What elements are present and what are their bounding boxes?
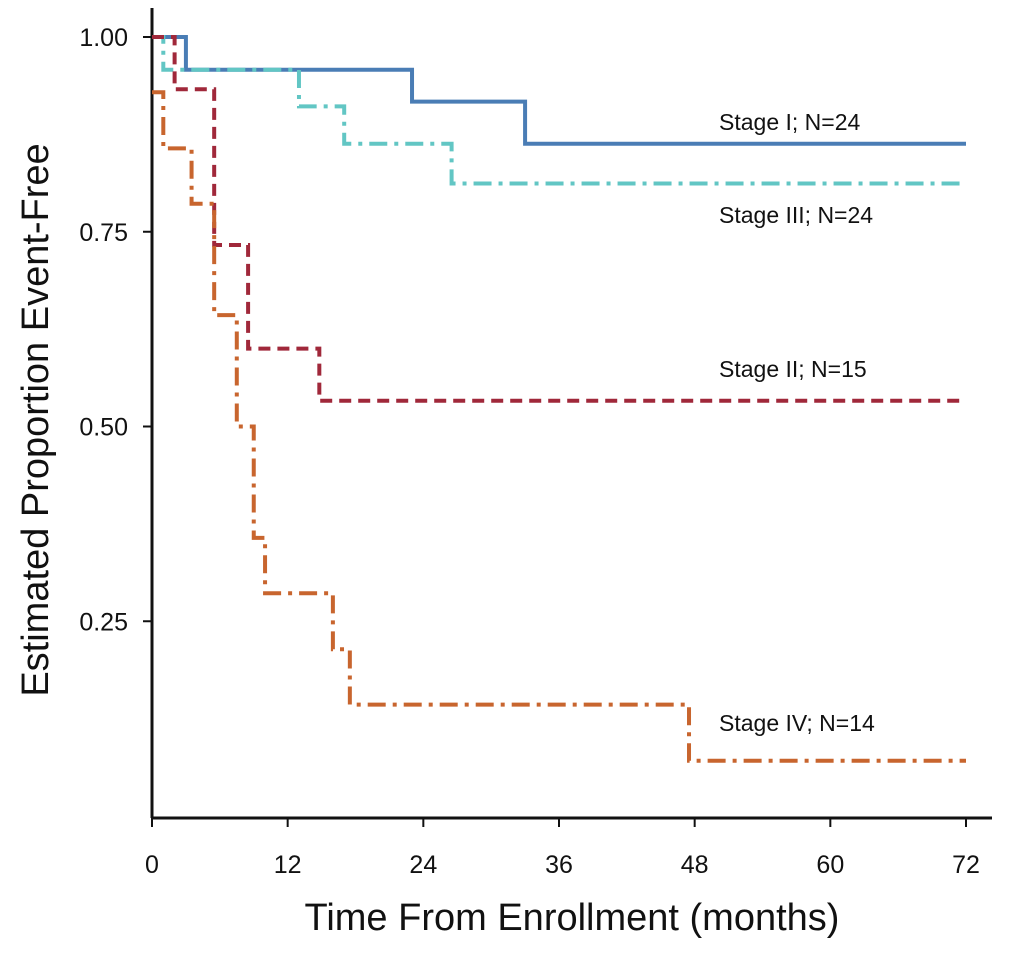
series-label-2: Stage III; N=24 [719, 202, 873, 228]
y-tick-label: 0.75 [79, 219, 128, 247]
y-tick-label: 1.00 [79, 24, 128, 52]
x-tick-label: 72 [952, 851, 980, 879]
series-line-2 [152, 35, 966, 186]
x-tick-label: 0 [145, 851, 159, 879]
x-tick-label: 12 [274, 851, 302, 879]
survival-curves [152, 35, 966, 763]
series-label-1: Stage I; N=24 [719, 109, 860, 135]
y-tick-label: 0.25 [79, 608, 128, 636]
x-tick-label: 48 [681, 851, 709, 879]
axes [150, 8, 992, 820]
series-label-4: Stage IV; N=14 [719, 710, 875, 736]
x-axis-title: Time From Enrollment (months) [305, 897, 840, 939]
y-tick-label: 0.50 [79, 414, 128, 442]
series-line-1 [152, 35, 966, 146]
series-line-3 [152, 35, 966, 403]
x-tick-label: 60 [816, 851, 844, 879]
series-line-4 [152, 90, 966, 763]
series-label-3: Stage II; N=15 [719, 356, 867, 382]
y-axis-title: Estimated Proportion Event-Free [15, 143, 57, 696]
x-tick-label: 36 [545, 851, 573, 879]
ticks: 0 12 24 36 48 60 72 0.25 0.50 0.75 1.00 [79, 24, 980, 879]
x-tick-label: 24 [409, 851, 437, 879]
series-labels: Stage I; N=24 Stage III; N=24 Stage II; N=… [719, 109, 875, 736]
